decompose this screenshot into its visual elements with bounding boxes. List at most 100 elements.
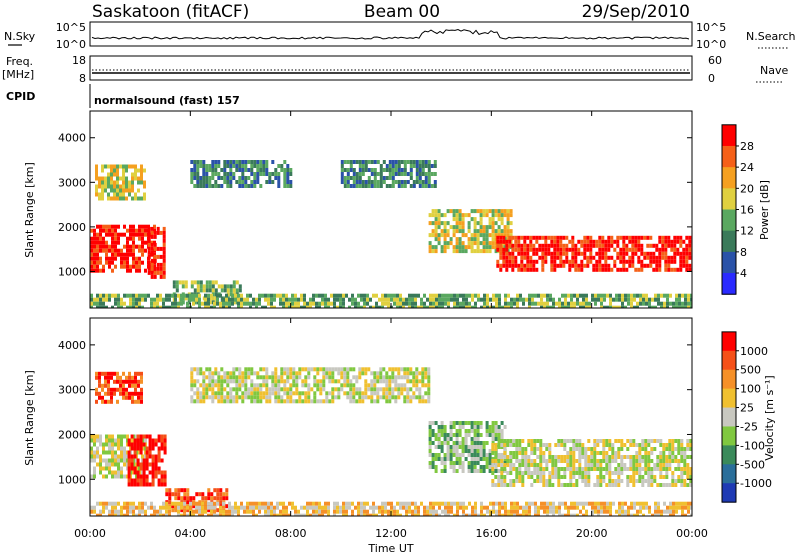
power-cell [105, 248, 108, 253]
velocity-cell [262, 391, 266, 396]
power-cell [354, 305, 357, 308]
velocity-cell [95, 399, 98, 404]
velocity-cell [235, 395, 239, 400]
velocity-cell [530, 443, 534, 447]
velocity-cell [594, 501, 597, 506]
velocity-cell [500, 455, 504, 459]
power-cell [497, 225, 501, 230]
power-cell [202, 180, 206, 184]
power-cell [437, 209, 441, 214]
beam-title: Beam 00 [364, 2, 440, 22]
velocity-cell [675, 501, 678, 506]
velocity-cell [569, 459, 573, 463]
velocity-cell [674, 467, 678, 471]
velocity-cell [681, 509, 684, 514]
velocity-cell [226, 391, 230, 396]
power-cell [666, 293, 669, 298]
power-cell [238, 160, 242, 164]
velocity-cell [120, 458, 123, 463]
power-cell [658, 239, 662, 244]
velocity-cell [162, 513, 165, 516]
velocity-cell [582, 513, 585, 516]
power-cell [345, 293, 348, 298]
power-cell [123, 293, 126, 298]
power-cell [376, 172, 380, 176]
velocity-cell [135, 513, 138, 516]
velocity-cell [584, 447, 588, 451]
power-cell [646, 243, 650, 248]
power-cell [140, 176, 143, 181]
velocity-cell [340, 367, 344, 372]
power-cell [183, 293, 186, 298]
velocity-cell [632, 483, 636, 487]
power-cell [291, 293, 294, 298]
velocity-cell [385, 379, 389, 384]
velocity-cell [141, 501, 144, 506]
velocity-cell [533, 471, 537, 475]
power-cell [582, 305, 585, 308]
velocity-cell [138, 466, 141, 471]
velocity-cell [569, 463, 573, 467]
power-cell [117, 305, 120, 308]
velocity-cell [99, 501, 102, 506]
power-cell [443, 233, 447, 238]
power-cell [147, 270, 151, 275]
velocity-cell [157, 458, 161, 463]
velocity-cell [93, 450, 96, 455]
velocity-cell [609, 505, 612, 510]
power-cell [526, 267, 530, 272]
power-cell [461, 217, 465, 222]
velocity-cell [122, 383, 125, 388]
power-cell [384, 301, 387, 306]
velocity-cell [488, 425, 492, 429]
power-cell [473, 221, 477, 226]
power-cell [679, 239, 683, 244]
power-cell [202, 284, 206, 289]
power-cell [117, 224, 120, 229]
power-cell [141, 236, 144, 241]
power-cell [208, 176, 212, 180]
velocity-cell [501, 505, 504, 510]
power-cell [403, 180, 407, 184]
power-cell [625, 235, 629, 240]
velocity-cell [265, 391, 269, 396]
velocity-cell [271, 391, 275, 396]
velocity-cell [141, 454, 144, 459]
power-cell [414, 293, 417, 298]
velocity-cell [554, 475, 558, 479]
power-cell [238, 176, 242, 180]
power-cell [315, 301, 318, 306]
velocity-cell [340, 383, 344, 388]
power-cell [90, 236, 93, 241]
power-cell [456, 305, 459, 308]
velocity-cell [440, 457, 444, 461]
power-cell [110, 184, 113, 189]
velocity-cell [319, 383, 323, 388]
velocity-cell [214, 395, 218, 400]
power-cell [382, 176, 386, 180]
velocity-cell [593, 467, 597, 471]
velocity-cell [190, 379, 194, 384]
power-cell [595, 263, 599, 268]
velocity-cell [512, 483, 516, 487]
velocity-cell [122, 395, 125, 400]
velocity-ylabel: Slant Range [km] [23, 370, 36, 466]
power-cell [402, 297, 405, 302]
power-cell [271, 180, 275, 184]
velocity-cell [572, 447, 576, 451]
power-cell [645, 301, 648, 306]
velocity-cell [443, 433, 447, 437]
velocity-cell [145, 478, 149, 483]
velocity-cell [271, 379, 275, 384]
power-cell [107, 176, 110, 181]
velocity-cell [470, 453, 474, 457]
velocity-cell [325, 399, 329, 404]
power-cell [135, 264, 138, 269]
time-tick-label: 08:00 [275, 527, 307, 540]
velocity-cell [597, 509, 600, 514]
power-cell [385, 184, 389, 188]
velocity-cell [421, 399, 425, 404]
velocity-cell [243, 509, 246, 514]
power-cell [321, 301, 324, 306]
power-cell [625, 267, 629, 272]
